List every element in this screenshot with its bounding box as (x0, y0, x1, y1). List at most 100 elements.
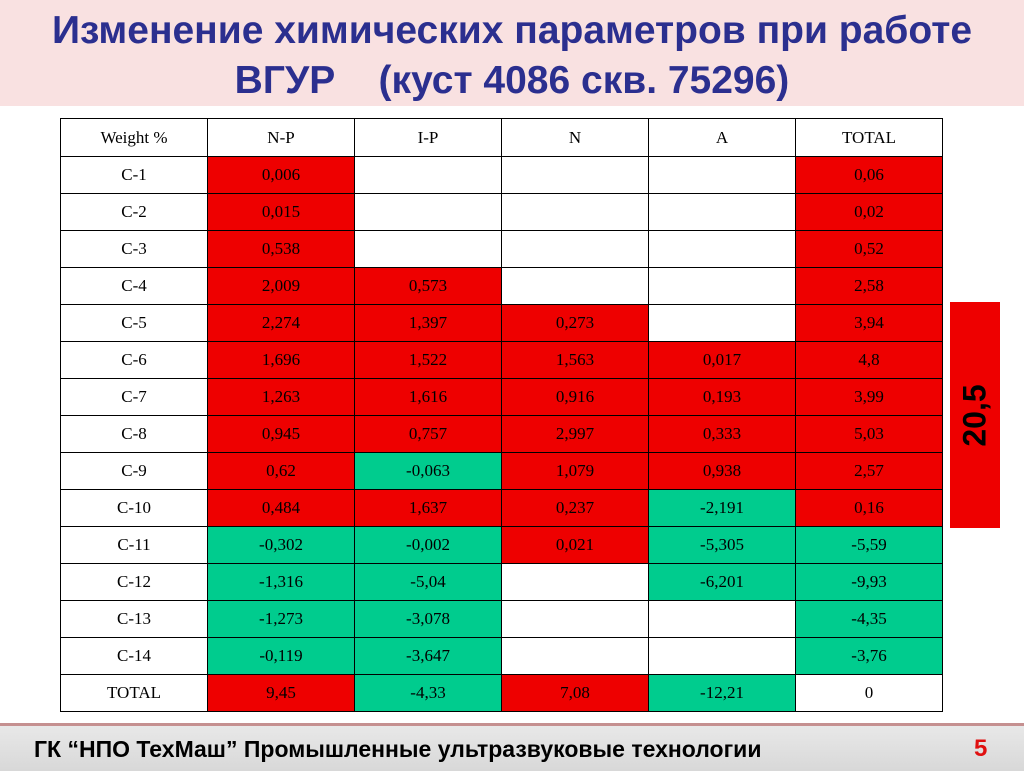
row-label: C-1 (60, 156, 208, 194)
table-cell: 4,8 (795, 341, 943, 379)
table-cell: 1,522 (354, 341, 502, 379)
table-cell: -0,302 (207, 526, 355, 564)
table-cell: 0,484 (207, 489, 355, 527)
table-cell (501, 563, 649, 601)
table-cell: -0,063 (354, 452, 502, 490)
table-row: C-7 1,263 1,616 0,916 0,193 3,99 (60, 378, 943, 416)
table-cell (501, 600, 649, 638)
row-label: C-3 (60, 230, 208, 268)
table-cell (501, 156, 649, 194)
table-row: C-6 1,696 1,522 1,563 0,017 4,8 (60, 341, 943, 379)
table-cell: 2,009 (207, 267, 355, 305)
table-cell: -2,191 (648, 489, 796, 527)
data-table-container: Weight % N-P I-P N A TOTAL C-1 0,006 0,06 C… (60, 118, 943, 712)
table-cell: 0,06 (795, 156, 943, 194)
table-cell: 0,52 (795, 230, 943, 268)
table-cell: 1,696 (207, 341, 355, 379)
title-band (0, 0, 1024, 106)
header-weight: Weight % (60, 118, 208, 157)
table-cell (648, 304, 796, 342)
slide-title: Изменение химических параметров при рабо… (0, 6, 1024, 106)
table-cell: -5,59 (795, 526, 943, 564)
table-cell: 7,08 (501, 674, 649, 712)
row-label: C-7 (60, 378, 208, 416)
header-total: TOTAL (795, 118, 943, 157)
header-n: N (501, 118, 649, 157)
header-i-p: I-P (354, 118, 502, 157)
table-cell (354, 193, 502, 231)
table-row: C-3 0,538 0,52 (60, 230, 943, 268)
table-cell: 1,563 (501, 341, 649, 379)
table-cell: -4,33 (354, 674, 502, 712)
table-row: C-5 2,274 1,397 0,273 3,94 (60, 304, 943, 342)
row-label: C-8 (60, 415, 208, 453)
table-cell: -5,305 (648, 526, 796, 564)
table-cell: 2,274 (207, 304, 355, 342)
row-label: C-13 (60, 600, 208, 638)
table-cell: 0,538 (207, 230, 355, 268)
table-cell: -3,647 (354, 637, 502, 675)
table-cell: 0,017 (648, 341, 796, 379)
table-cell: -9,93 (795, 563, 943, 601)
table-cell: 0,62 (207, 452, 355, 490)
table-cell: 5,03 (795, 415, 943, 453)
table-cell: 0,237 (501, 489, 649, 527)
table-cell: 0 (795, 674, 943, 712)
table-cell: 0,021 (501, 526, 649, 564)
table-cell: 0,333 (648, 415, 796, 453)
table-cell (354, 156, 502, 194)
table-header-row: Weight % N-P I-P N A TOTAL (60, 118, 943, 157)
table-cell (501, 230, 649, 268)
table-row: C-12 -1,316 -5,04 -6,201 -9,93 (60, 563, 943, 601)
row-label: C-11 (60, 526, 208, 564)
row-label: TOTAL (60, 674, 208, 712)
table-row: C-2 0,015 0,02 (60, 193, 943, 231)
side-total-value: 20,5 (956, 383, 993, 447)
row-label: C-5 (60, 304, 208, 342)
table-cell (648, 193, 796, 231)
table-cell: -12,21 (648, 674, 796, 712)
table-cell (648, 600, 796, 638)
table-cell: 0,273 (501, 304, 649, 342)
table-cell: 9,45 (207, 674, 355, 712)
table-cell: 0,916 (501, 378, 649, 416)
table-body: C-1 0,006 0,06 C-2 0,015 0,02 C-3 0,538 0,52 C-4 2… (60, 156, 943, 712)
table-row: C-11 -0,302 -0,002 0,021 -5,305 -5,59 (60, 526, 943, 564)
table-cell: 0,945 (207, 415, 355, 453)
row-label: C-14 (60, 637, 208, 675)
table-cell: -6,201 (648, 563, 796, 601)
table-cell: 1,637 (354, 489, 502, 527)
table-row: C-9 0,62 -0,063 1,079 0,938 2,57 (60, 452, 943, 490)
footer-bar: ГК “НПО ТехМаш” Промышленные ультразвуко… (0, 723, 1024, 771)
footer-text: ГК “НПО ТехМаш” Промышленные ультразвуко… (34, 736, 762, 762)
row-label: C-4 (60, 267, 208, 305)
table-row: C-10 0,484 1,637 0,237 -2,191 0,16 (60, 489, 943, 527)
row-label: C-10 (60, 489, 208, 527)
page-number: 5 (974, 735, 988, 762)
table-cell: 1,079 (501, 452, 649, 490)
table-cell: 1,397 (354, 304, 502, 342)
header-a: A (648, 118, 796, 157)
table-cell: 2,57 (795, 452, 943, 490)
table-cell: 3,94 (795, 304, 943, 342)
table-cell: -4,35 (795, 600, 943, 638)
table-cell (354, 230, 502, 268)
table-cell (648, 267, 796, 305)
table-row: TOTAL 9,45 -4,33 7,08 -12,21 0 (60, 674, 943, 712)
row-label: C-6 (60, 341, 208, 379)
table-cell: 0,16 (795, 489, 943, 527)
table-cell: -0,002 (354, 526, 502, 564)
table-cell: 0,193 (648, 378, 796, 416)
table-row: C-8 0,945 0,757 2,997 0,333 5,03 (60, 415, 943, 453)
table-row: C-14 -0,119 -3,647 -3,76 (60, 637, 943, 675)
table-row: C-13 -1,273 -3,078 -4,35 (60, 600, 943, 638)
table-cell: -1,316 (207, 563, 355, 601)
title-line-1: Изменение химических параметров при рабо… (51, 9, 973, 52)
table-cell: -1,273 (207, 600, 355, 638)
table-cell (648, 637, 796, 675)
header-n-p: N-P (207, 118, 355, 157)
table-cell: 0,757 (354, 415, 502, 453)
table-cell: 2,997 (501, 415, 649, 453)
table-cell: -3,078 (354, 600, 502, 638)
table-row: C-4 2,009 0,573 2,58 (60, 267, 943, 305)
